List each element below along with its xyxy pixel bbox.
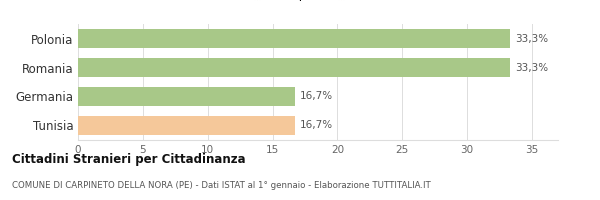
Text: COMUNE DI CARPINETO DELLA NORA (PE) - Dati ISTAT al 1° gennaio - Elaborazione TU: COMUNE DI CARPINETO DELLA NORA (PE) - Da… <box>12 181 431 190</box>
Bar <box>78 58 510 77</box>
Legend: Europa, Africa: Europa, Africa <box>242 0 394 4</box>
Bar <box>78 87 295 106</box>
Text: 16,7%: 16,7% <box>300 120 333 130</box>
Bar <box>78 29 510 48</box>
Text: 33,3%: 33,3% <box>515 63 548 73</box>
Text: 33,3%: 33,3% <box>515 34 548 44</box>
Bar <box>78 116 295 135</box>
Text: Cittadini Stranieri per Cittadinanza: Cittadini Stranieri per Cittadinanza <box>12 153 245 166</box>
Text: 16,7%: 16,7% <box>300 91 333 101</box>
